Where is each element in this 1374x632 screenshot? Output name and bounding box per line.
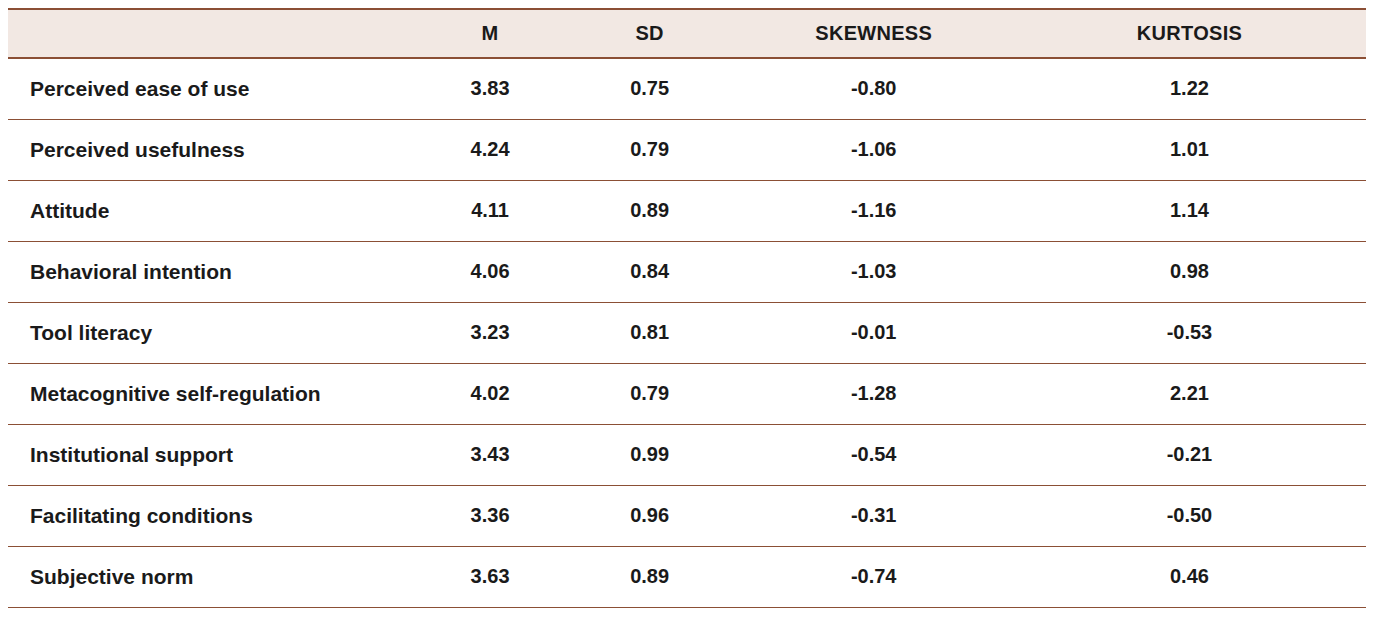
table-row: Tool literacy3.230.81-0.01-0.53 <box>8 302 1366 363</box>
cell-kurtosis: 2.21 <box>1013 363 1366 424</box>
row-label: Metacognitive self-regulation <box>8 363 415 424</box>
cell-kurtosis: 0.46 <box>1013 546 1366 607</box>
table-row: Institutional support3.430.99-0.54-0.21 <box>8 424 1366 485</box>
cell-skewness: -1.03 <box>735 241 1013 302</box>
cell-sd: 0.89 <box>565 180 735 241</box>
cell-skewness: -1.28 <box>735 363 1013 424</box>
cell-m: 3.43 <box>415 424 564 485</box>
cell-skewness: -1.06 <box>735 119 1013 180</box>
cell-kurtosis: 1.14 <box>1013 180 1366 241</box>
table-row: Metacognitive self-regulation4.020.79-1.… <box>8 363 1366 424</box>
cell-m: 4.02 <box>415 363 564 424</box>
row-label: Attitude <box>8 180 415 241</box>
cell-skewness: -0.31 <box>735 485 1013 546</box>
table-row: Facilitating conditions3.360.96-0.31-0.5… <box>8 485 1366 546</box>
cell-sd: 0.84 <box>565 241 735 302</box>
cell-sd: 0.81 <box>565 302 735 363</box>
table-row: Perceived ease of use3.830.75-0.801.22 <box>8 58 1366 119</box>
row-label: Behavioral intention <box>8 241 415 302</box>
cell-m: 3.36 <box>415 485 564 546</box>
cell-sd: 0.79 <box>565 119 735 180</box>
cell-m: 4.11 <box>415 180 564 241</box>
header-cell-sd: SD <box>565 9 735 58</box>
cell-sd: 0.79 <box>565 363 735 424</box>
header-cell-skewness: SKEWNESS <box>735 9 1013 58</box>
cell-m: 4.06 <box>415 241 564 302</box>
cell-kurtosis: -0.21 <box>1013 424 1366 485</box>
header-cell-kurtosis: KURTOSIS <box>1013 9 1366 58</box>
page: M SD SKEWNESS KURTOSIS Perceived ease of… <box>0 0 1374 632</box>
cell-kurtosis: 1.01 <box>1013 119 1366 180</box>
cell-kurtosis: -0.50 <box>1013 485 1366 546</box>
table-header: M SD SKEWNESS KURTOSIS <box>8 9 1366 58</box>
cell-sd: 0.99 <box>565 424 735 485</box>
row-label: Subjective norm <box>8 546 415 607</box>
table-row: Attitude4.110.89-1.161.14 <box>8 180 1366 241</box>
cell-sd: 0.89 <box>565 546 735 607</box>
header-cell-label <box>8 9 415 58</box>
cell-sd: 0.96 <box>565 485 735 546</box>
cell-skewness: -0.01 <box>735 302 1013 363</box>
table-row: Subjective norm3.630.89-0.740.46 <box>8 546 1366 607</box>
cell-m: 3.63 <box>415 546 564 607</box>
cell-m: 3.23 <box>415 302 564 363</box>
row-label: Perceived ease of use <box>8 58 415 119</box>
cell-kurtosis: 1.22 <box>1013 58 1366 119</box>
header-cell-m: M <box>415 9 564 58</box>
header-row: M SD SKEWNESS KURTOSIS <box>8 9 1366 58</box>
row-label: Perceived usefulness <box>8 119 415 180</box>
row-label: Institutional support <box>8 424 415 485</box>
table-row: Perceived usefulness4.240.79-1.061.01 <box>8 119 1366 180</box>
table-body: Perceived ease of use3.830.75-0.801.22Pe… <box>8 58 1366 607</box>
table-row: Behavioral intention4.060.84-1.030.98 <box>8 241 1366 302</box>
cell-m: 4.24 <box>415 119 564 180</box>
cell-kurtosis: 0.98 <box>1013 241 1366 302</box>
cell-m: 3.83 <box>415 58 564 119</box>
cell-skewness: -0.54 <box>735 424 1013 485</box>
cell-skewness: -0.74 <box>735 546 1013 607</box>
descriptive-stats-table: M SD SKEWNESS KURTOSIS Perceived ease of… <box>8 8 1366 608</box>
cell-sd: 0.75 <box>565 58 735 119</box>
row-label: Tool literacy <box>8 302 415 363</box>
cell-skewness: -1.16 <box>735 180 1013 241</box>
cell-skewness: -0.80 <box>735 58 1013 119</box>
row-label: Facilitating conditions <box>8 485 415 546</box>
cell-kurtosis: -0.53 <box>1013 302 1366 363</box>
